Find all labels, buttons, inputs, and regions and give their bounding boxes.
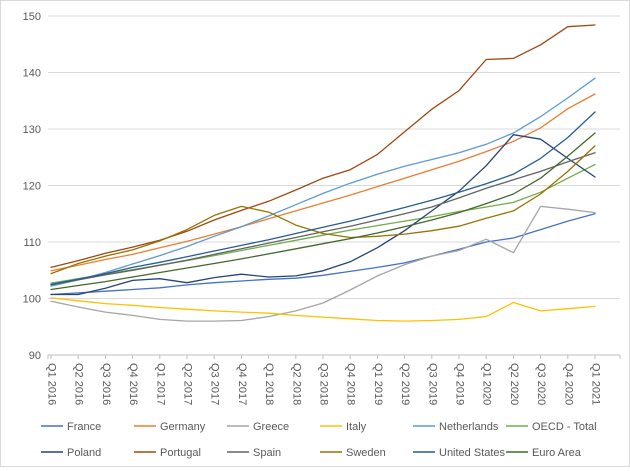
x-tick-label: Q4 2019: [454, 363, 466, 405]
x-tick-label: Q2 2020: [508, 363, 520, 405]
legend-item-united-states[interactable]: United States: [413, 447, 506, 459]
series-line-united-states: [50, 111, 596, 286]
x-tick-label: Q4 2017: [236, 363, 248, 405]
legend-label: Greece: [253, 421, 289, 433]
legend-label: France: [67, 421, 101, 433]
y-axis-labels: 90 100 110 120 130 140 150: [23, 11, 41, 362]
y-tick-label: 110: [23, 237, 41, 249]
legend-label: Netherlands: [439, 421, 499, 433]
x-tick-label: Q3 2016: [100, 363, 112, 405]
x-tick-label: Q2 2016: [73, 363, 85, 405]
y-tick-label: 130: [23, 124, 41, 136]
x-tick-label: Q1 2017: [154, 363, 166, 405]
x-tick-label: Q1 2020: [481, 363, 493, 405]
legend-item-oecd-total[interactable]: OECD - Total: [506, 421, 597, 433]
legend-item-germany[interactable]: Germany: [134, 421, 206, 433]
x-tick-label: Q4 2016: [127, 363, 139, 405]
legend-item-poland[interactable]: Poland: [41, 447, 101, 459]
x-tick-label: Q1 2019: [372, 363, 384, 405]
y-tick-label: 100: [23, 294, 41, 306]
y-tick-label: 150: [23, 11, 41, 23]
gridlines: [48, 15, 620, 356]
y-tick-label: 140: [23, 68, 41, 80]
legend-label: OECD - Total: [532, 421, 597, 433]
x-axis: [47, 354, 621, 359]
series-line-netherlands: [50, 77, 596, 287]
legend-label: Poland: [67, 447, 101, 459]
series-line-portugal: [50, 24, 596, 269]
x-tick-label: Q1 2016: [46, 363, 58, 405]
legend-item-portugal[interactable]: Portugal: [134, 447, 201, 459]
legend-item-sweden[interactable]: Sweden: [320, 447, 386, 459]
legend-label: Euro Area: [532, 447, 582, 459]
series-lines: [50, 24, 596, 322]
x-tick-label: Q4 2020: [562, 363, 574, 405]
series-line-oecd-total: [50, 163, 596, 284]
x-tick-label: Q2 2018: [290, 363, 302, 405]
x-tick-label: Q3 2017: [209, 363, 221, 405]
series-line-poland: [50, 134, 596, 296]
legend-item-greece[interactable]: Greece: [227, 421, 289, 433]
legend-label: Germany: [160, 421, 206, 433]
x-tick-label: Q1 2018: [263, 363, 275, 405]
x-tick-label: Q3 2018: [318, 363, 330, 405]
x-tick-label: Q2 2017: [182, 363, 194, 405]
x-tick-label: Q2 2019: [399, 363, 411, 405]
x-tick-label: Q3 2020: [535, 363, 547, 405]
x-tick-label: Q3 2019: [426, 363, 438, 405]
legend-label: United States: [439, 447, 506, 459]
legend-item-italy[interactable]: Italy: [320, 421, 367, 433]
series-line-spain: [50, 152, 596, 286]
x-axis-labels: Q1 2016 Q2 2016 Q3 2016 Q4 2016 Q1 2017 Q2 20…: [46, 363, 602, 405]
legend-item-france[interactable]: France: [41, 421, 101, 433]
legend: France Germany Greece Italy Netherlands OECD …: [41, 421, 597, 459]
series-line-france: [50, 213, 596, 296]
series-line-euro-area: [50, 132, 596, 291]
y-tick-label: 120: [23, 181, 41, 193]
legend-label: Spain: [253, 447, 281, 459]
legend-item-spain[interactable]: Spain: [227, 447, 281, 459]
series-line-greece: [50, 205, 596, 322]
legend-label: Portugal: [160, 447, 201, 459]
legend-label: Sweden: [346, 447, 386, 459]
series-line-italy: [50, 297, 596, 322]
legend-item-netherlands[interactable]: Netherlands: [413, 421, 499, 433]
series-line-sweden: [50, 145, 596, 275]
x-tick-label: Q4 2018: [345, 363, 357, 405]
y-tick-label: 90: [29, 350, 41, 362]
legend-item-euro-area[interactable]: Euro Area: [506, 447, 582, 459]
x-tick-label: Q1 2021: [590, 363, 602, 405]
legend-label: Italy: [346, 421, 367, 433]
